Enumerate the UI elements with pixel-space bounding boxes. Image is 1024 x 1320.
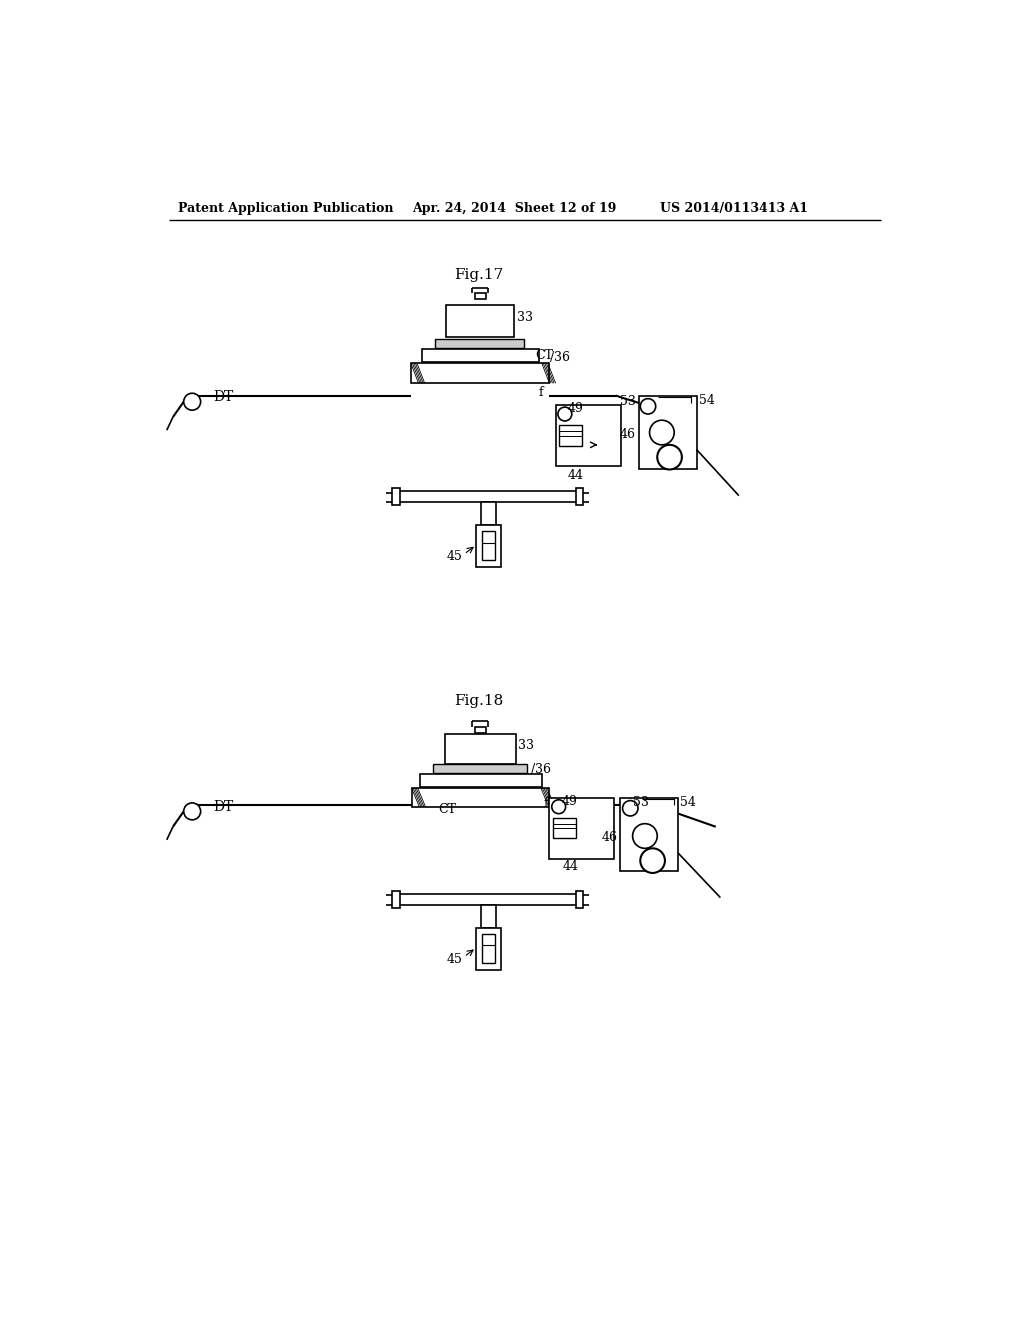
- Text: Patent Application Publication: Patent Application Publication: [178, 202, 394, 215]
- Text: 46: 46: [620, 428, 636, 441]
- Bar: [411, 363, 550, 383]
- Text: Apr. 24, 2014  Sheet 12 of 19: Apr. 24, 2014 Sheet 12 of 19: [412, 202, 616, 215]
- Bar: [621, 797, 678, 871]
- Text: /: /: [531, 763, 536, 776]
- Bar: [482, 933, 495, 964]
- Bar: [446, 305, 514, 337]
- Bar: [575, 891, 584, 908]
- Text: 53: 53: [620, 395, 636, 408]
- Text: 44: 44: [567, 469, 583, 482]
- Bar: [392, 488, 400, 506]
- Bar: [422, 348, 539, 363]
- Bar: [481, 502, 497, 525]
- Text: 45: 45: [446, 550, 463, 564]
- Circle shape: [640, 399, 655, 414]
- Text: 45: 45: [446, 953, 463, 966]
- Text: /: /: [550, 351, 554, 363]
- Bar: [475, 726, 485, 733]
- Bar: [575, 488, 584, 506]
- Text: US 2014/0113413 A1: US 2014/0113413 A1: [660, 202, 808, 215]
- Bar: [556, 405, 621, 466]
- Circle shape: [183, 393, 201, 411]
- Circle shape: [552, 800, 565, 813]
- Text: 49: 49: [562, 795, 578, 808]
- Text: f: f: [539, 385, 544, 399]
- Bar: [433, 764, 527, 774]
- Circle shape: [657, 445, 682, 470]
- Bar: [392, 891, 400, 908]
- Text: Fig.17: Fig.17: [454, 268, 503, 282]
- Text: Fig.18: Fig.18: [454, 694, 503, 709]
- Bar: [553, 817, 575, 838]
- Bar: [559, 425, 582, 446]
- Text: 33: 33: [517, 312, 534, 325]
- Text: 54: 54: [680, 796, 696, 809]
- Bar: [435, 339, 524, 348]
- Circle shape: [649, 420, 674, 445]
- Text: DT: DT: [214, 391, 233, 404]
- Text: CT: CT: [535, 348, 553, 362]
- Bar: [639, 396, 696, 469]
- Bar: [549, 797, 614, 859]
- Circle shape: [640, 849, 665, 873]
- Text: 44: 44: [562, 861, 579, 874]
- Text: 54: 54: [698, 395, 715, 408]
- Bar: [444, 734, 515, 763]
- Bar: [412, 788, 549, 807]
- Bar: [476, 928, 501, 970]
- Bar: [481, 904, 497, 928]
- Bar: [398, 894, 578, 904]
- Text: 36: 36: [554, 351, 570, 363]
- Bar: [476, 525, 501, 568]
- Text: 33: 33: [518, 739, 534, 751]
- Text: 36: 36: [535, 763, 551, 776]
- Text: 46: 46: [601, 832, 617, 843]
- Bar: [420, 774, 542, 788]
- Text: f: f: [544, 797, 548, 810]
- Bar: [482, 531, 495, 561]
- Text: 53: 53: [634, 796, 649, 809]
- Circle shape: [633, 824, 657, 849]
- Bar: [475, 293, 485, 300]
- Text: 49: 49: [568, 403, 584, 416]
- Text: CT: CT: [438, 804, 457, 816]
- Circle shape: [558, 407, 571, 421]
- Bar: [398, 491, 578, 502]
- Text: DT: DT: [214, 800, 233, 813]
- Circle shape: [623, 800, 638, 816]
- Circle shape: [183, 803, 201, 820]
